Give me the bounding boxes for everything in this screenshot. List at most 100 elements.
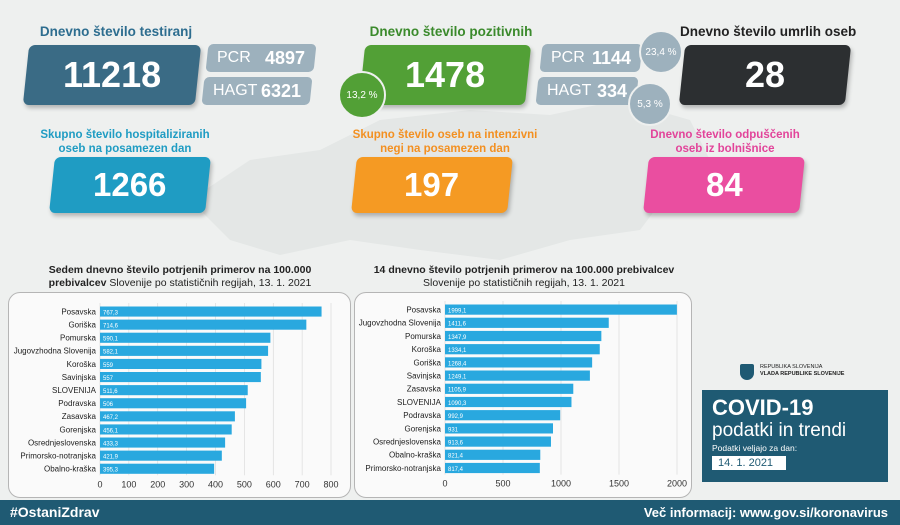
category-label: SLOVENIJA <box>52 386 97 395</box>
x-tick-label: 700 <box>295 479 310 489</box>
category-label: Goriška <box>413 358 441 367</box>
bar-value-label: 1105,9 <box>448 388 467 394</box>
footer-info-link[interactable]: Več informacij: www.gov.si/koronavirus <box>643 505 888 520</box>
valid-date: 14. 1. 2021 <box>712 456 786 470</box>
chart1-svg: 0 100 200 300 400 500 600 700 800 Posavska 767,3 Go… <box>14 303 339 489</box>
bar-value-label: 433,3 <box>103 441 119 447</box>
bar <box>100 306 322 317</box>
bar-value-label: 467,2 <box>103 415 119 421</box>
bar-value-label: 714,6 <box>103 324 119 330</box>
bar <box>100 437 226 448</box>
category-label: Osrednjeslovenska <box>373 438 442 447</box>
category-label: Posavska <box>61 307 96 316</box>
bar <box>445 396 572 408</box>
x-tick-label: 0 <box>442 479 447 489</box>
bar <box>100 332 271 343</box>
bar <box>100 372 261 383</box>
bar-value-label: 456,1 <box>103 428 119 434</box>
discharged-card: 84 <box>643 157 805 213</box>
bar-value-label: 992,9 <box>448 414 464 420</box>
bar <box>445 436 551 447</box>
x-tick-label: 300 <box>179 479 194 489</box>
tests-title: Dnevno število testiranj <box>39 24 193 39</box>
bar-value-label: 557 <box>103 376 114 382</box>
bar-value-label: 913,6 <box>448 441 464 447</box>
x-tick-label: 100 <box>121 479 136 489</box>
bar-value-label: 1347,9 <box>448 335 467 341</box>
bar-value-label: 821,4 <box>448 454 464 460</box>
gov-crest-icon <box>740 364 754 380</box>
hospital-title: Skupno število hospitaliziranih oseb na p… <box>40 129 210 155</box>
bar <box>445 449 541 460</box>
bar <box>445 304 677 315</box>
category-label: Goriška <box>68 321 96 330</box>
tests-card: 11218 <box>22 45 202 105</box>
bar-value-label: 590,1 <box>103 337 119 343</box>
bar <box>100 385 248 396</box>
category-label: Jugovzhodna Slovenija <box>14 347 97 356</box>
category-label: Pomurska <box>60 334 97 343</box>
category-label: Obalno-kraška <box>44 465 97 474</box>
covid-title: COVID-19 <box>712 395 814 420</box>
bar <box>445 344 600 355</box>
bar-value-label: 1411,6 <box>448 322 467 328</box>
bar <box>100 345 269 356</box>
positive-pcr-share-bubble: 23,4 % <box>639 30 683 74</box>
category-label: Koroška <box>67 360 97 369</box>
x-tick-label: 500 <box>495 479 510 489</box>
category-label: Gorenjska <box>405 424 442 433</box>
deaths-title: Dnevno število umrlih oseb <box>680 24 857 39</box>
bar <box>445 462 540 474</box>
bar <box>100 319 307 330</box>
x-tick-label: 1000 <box>551 479 571 489</box>
bar <box>445 317 609 328</box>
deaths-card: 28 <box>678 45 852 105</box>
category-label: Podravska <box>403 411 441 420</box>
icu-title: Skupno število oseb na intenzivni negi na… <box>352 129 538 155</box>
bar <box>100 398 247 409</box>
covid-brand-box: COVID-19 podatki in trendi Podatki velja… <box>702 390 888 482</box>
category-label: Jugovzhodna Slovenija <box>359 319 442 328</box>
category-label: Zasavska <box>62 412 97 421</box>
chart1-title: Sedem dnevno število potrjenih primerov … <box>48 264 312 289</box>
bar <box>445 410 561 421</box>
x-tick-label: 0 <box>97 479 102 489</box>
valid-label: Podatki veljajo za dan: <box>712 443 798 453</box>
positive-hagt-box: HAGT 334 <box>535 77 639 105</box>
positive-title: Dnevno število pozitivnih <box>369 24 533 39</box>
positive-pcr-box: PCR 1144 <box>539 44 643 72</box>
bar-value-label: 559 <box>103 363 114 369</box>
bar-value-label: 1334,1 <box>448 348 467 354</box>
bar <box>445 357 593 368</box>
bar-value-label: 1249,1 <box>448 375 467 381</box>
x-tick-label: 500 <box>237 479 252 489</box>
bar <box>100 424 232 435</box>
x-tick-label: 400 <box>208 479 223 489</box>
category-label: Zasavska <box>407 385 442 394</box>
category-label: Gorenjska <box>60 425 97 434</box>
bar-value-label: 1999,1 <box>448 309 467 315</box>
bar <box>445 383 574 394</box>
gov-label: REPUBLIKA SLOVENIJA VLADA REPUBLIKE SLOV… <box>760 364 845 377</box>
tests-pcr-box: PCR 4897 <box>205 44 317 72</box>
footer-hashtag: #OstaniZdrav <box>10 504 100 520</box>
category-label: Podravska <box>58 399 96 408</box>
bar-value-label: 1268,4 <box>448 361 467 367</box>
x-tick-label: 600 <box>266 479 281 489</box>
hospital-card: 1266 <box>49 157 211 213</box>
category-label: Savinjska <box>62 373 97 382</box>
bar <box>100 450 222 461</box>
category-label: Osrednjeslovenska <box>28 438 97 447</box>
tests-hagt-box: HAGT 6321 <box>201 77 313 105</box>
x-tick-label: 2000 <box>667 479 687 489</box>
x-tick-label: 200 <box>150 479 165 489</box>
category-label: Savinjska <box>407 372 442 381</box>
icu-card: 197 <box>351 157 513 213</box>
category-label: Primorsko-notranjska <box>365 464 441 473</box>
bar <box>445 330 602 342</box>
chart2-panel: 0 500 1000 1500 2000 Posavska 1999,1 Jugovzhodn… <box>354 292 692 498</box>
bar-value-label: 511,6 <box>103 389 118 395</box>
bar <box>445 370 590 381</box>
bar-value-label: 817,4 <box>448 467 464 473</box>
bar-value-label: 582,1 <box>103 350 119 356</box>
